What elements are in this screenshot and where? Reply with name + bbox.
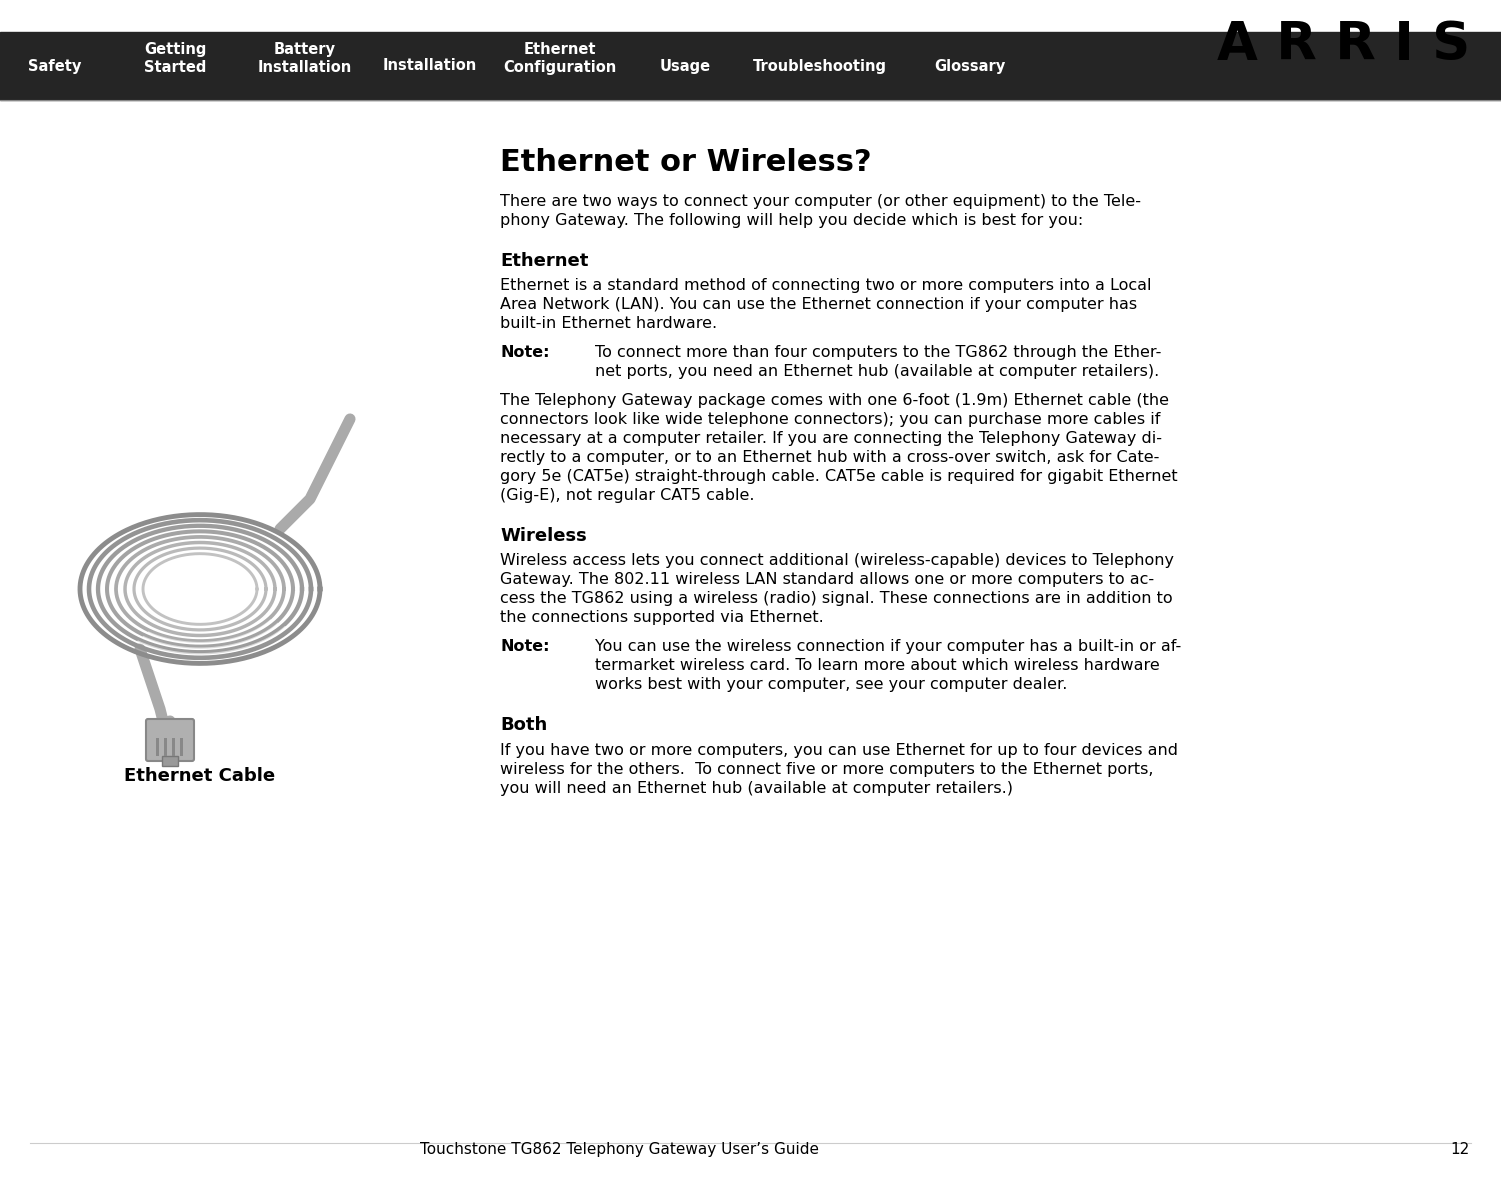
Text: 12: 12 [1451,1141,1469,1157]
Text: works best with your computer, see your computer dealer.: works best with your computer, see your … [594,677,1067,692]
Text: Ethernet is a standard method of connecting two or more computers into a Local: Ethernet is a standard method of connect… [500,278,1151,294]
Text: Ethernet: Ethernet [500,252,588,270]
Text: the connections supported via Ethernet.: the connections supported via Ethernet. [500,610,824,626]
Text: phony Gateway. The following will help you decide which is best for you:: phony Gateway. The following will help y… [500,213,1084,228]
Text: Both: Both [500,716,548,735]
Text: net ports, you need an Ethernet hub (available at computer retailers).: net ports, you need an Ethernet hub (ava… [594,364,1159,379]
Text: Getting: Getting [144,42,206,58]
Text: Safety: Safety [29,59,81,73]
Text: Installation: Installation [383,59,477,73]
Text: Wireless access lets you connect additional (wireless-capable) devices to Teleph: Wireless access lets you connect additio… [500,554,1174,568]
Bar [156,739,159,757]
Text: The Telephony Gateway package comes with one 6-foot (1.9m) Ethernet cable (the: The Telephony Gateway package comes with… [500,393,1169,408]
Text: wireless for the others.  To connect five or more computers to the Ethernet port: wireless for the others. To connect five… [500,761,1153,777]
Text: Troubleshooting: Troubleshooting [754,59,887,73]
Text: Ethernet: Ethernet [524,42,596,58]
Text: necessary at a computer retailer. If you are connecting the Telephony Gateway di: necessary at a computer retailer. If you… [500,432,1162,446]
Text: Battery: Battery [275,42,336,58]
Text: If you have two or more computers, you can use Ethernet for up to four devices a: If you have two or more computers, you c… [500,742,1178,758]
Text: built-in Ethernet hardware.: built-in Ethernet hardware. [500,317,717,331]
Text: rectly to a computer, or to an Ethernet hub with a cross-over switch, ask for Ca: rectly to a computer, or to an Ethernet … [500,450,1159,465]
Text: There are two ways to connect your computer (or other equipment) to the Tele-: There are two ways to connect your compu… [500,194,1141,209]
Text: Ethernet or Wireless?: Ethernet or Wireless? [500,147,872,177]
Text: Usage: Usage [659,59,710,73]
Text: (Gig-E), not regular CAT5 cable.: (Gig-E), not regular CAT5 cable. [500,488,755,504]
Text: Ethernet Cable: Ethernet Cable [125,767,276,785]
Text: you will need an Ethernet hub (available at computer retailers.): you will need an Ethernet hub (available… [500,781,1013,796]
Text: Note:: Note: [500,639,549,655]
Bar [180,739,183,757]
Text: termarket wireless card. To learn more about which wireless hardware: termarket wireless card. To learn more a… [594,658,1160,674]
Text: Gateway. The 802.11 wireless LAN standard allows one or more computers to ac-: Gateway. The 802.11 wireless LAN standar… [500,572,1154,588]
Bar [164,739,167,757]
Bar [173,739,176,757]
Text: Glossary: Glossary [935,59,1006,73]
Text: Wireless: Wireless [500,528,587,546]
FancyBboxPatch shape [146,719,194,761]
Text: Installation: Installation [258,60,353,76]
Text: Note:: Note: [500,345,549,360]
Text: Touchstone TG862 Telephony Gateway User’s Guide: Touchstone TG862 Telephony Gateway User’… [420,1141,820,1157]
Text: A R R I S: A R R I S [1217,19,1469,71]
Bar [0,32,1501,100]
Text: gory 5e (CAT5e) straight-through cable. CAT5e cable is required for gigabit Ethe: gory 5e (CAT5e) straight-through cable. … [500,469,1178,484]
Bar [162,757,179,766]
Text: You can use the wireless connection if your computer has a built-in or af-: You can use the wireless connection if y… [594,639,1181,655]
Text: connectors look like wide telephone connectors); you can purchase more cables if: connectors look like wide telephone conn… [500,412,1160,427]
Text: To connect more than four computers to the TG862 through the Ether-: To connect more than four computers to t… [594,345,1162,360]
Text: cess the TG862 using a wireless (radio) signal. These connections are in additio: cess the TG862 using a wireless (radio) … [500,591,1172,607]
Text: Started: Started [144,60,206,76]
Text: Configuration: Configuration [503,60,617,76]
Text: Area Network (LAN). You can use the Ethernet connection if your computer has: Area Network (LAN). You can use the Ethe… [500,297,1138,312]
